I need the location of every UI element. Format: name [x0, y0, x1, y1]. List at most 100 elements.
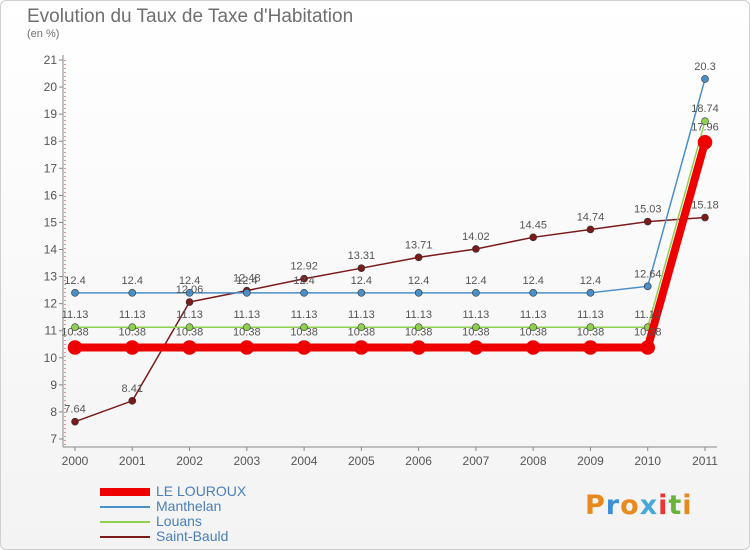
- manthelan-point: [185, 289, 194, 297]
- y-tick-label: 14: [44, 243, 58, 257]
- logo-letter: t: [668, 490, 683, 521]
- manthelan-point: [300, 289, 308, 297]
- x-tick-label: 2010: [634, 454, 661, 468]
- legend-label: Louans: [156, 513, 202, 529]
- louans-line: [75, 120, 706, 328]
- legend: LE LOUROUX Manthelan Louans Saint-Bauld: [100, 484, 246, 544]
- louans-point: [243, 323, 251, 331]
- saint-bauld-data-label: 13.31: [348, 250, 376, 262]
- x-tick-label: 2005: [348, 454, 375, 468]
- x-tick-label: 2007: [463, 454, 490, 468]
- y-tick-label: 21: [44, 53, 58, 67]
- chart-subtitle: (en %): [27, 28, 60, 40]
- louans-point: [529, 323, 537, 331]
- saint-bauld-data-label: 12.92: [290, 261, 318, 273]
- legend-item: Louans: [100, 514, 246, 529]
- louans-data-label: 11.13: [405, 309, 432, 321]
- manthelan-data-label: 12.4: [236, 275, 257, 287]
- y-tick-label: 17: [44, 161, 58, 175]
- louans-data-label: 11.13: [62, 309, 89, 321]
- saint-bauld-point: [472, 245, 480, 253]
- y-tick-label: 16: [44, 188, 58, 202]
- logo-letter: x: [639, 490, 659, 521]
- le-louroux-point: [525, 340, 541, 355]
- saint-bauld-point: [185, 298, 194, 306]
- logo-letter: o: [620, 490, 640, 521]
- manthelan-data-label: 12.4: [522, 275, 543, 287]
- chart-title: Evolution du Taux de Taxe d'Habitation: [27, 6, 354, 27]
- le-louroux-data-label: 10.38: [119, 326, 147, 338]
- manthelan-point: [529, 289, 537, 297]
- x-tick-label: 2000: [62, 454, 89, 468]
- manthelan-data-label: 12.4: [465, 275, 486, 287]
- louans-data-label: 11.13: [577, 309, 604, 321]
- le-louroux-point: [468, 340, 484, 355]
- le-louroux-data-label: 10.38: [61, 326, 89, 338]
- y-tick-label: 18: [44, 134, 58, 148]
- legend-label: Saint-Bauld: [156, 528, 229, 544]
- saint-bauld-point: [529, 233, 537, 242]
- y-tick-label: 8: [50, 405, 57, 419]
- logo-letter: P: [585, 490, 606, 521]
- le-louroux-point: [182, 340, 197, 355]
- y-tick-label: 12: [44, 297, 58, 311]
- le-louroux-data-label: 10.38: [462, 326, 490, 338]
- manthelan-point: [472, 289, 480, 297]
- x-tick-label: 2001: [119, 454, 146, 468]
- louans-data-label: 11.13: [176, 309, 203, 321]
- louans-point: [128, 323, 137, 331]
- saint-bauld-data-label: 14.74: [577, 211, 605, 223]
- y-tick-label: 11: [45, 324, 58, 338]
- saint-bauld-point: [701, 213, 709, 222]
- y-tick-label: 15: [44, 215, 58, 229]
- le-louroux-point: [640, 340, 656, 355]
- logo-letter: r: [605, 490, 621, 521]
- saint-bauld-point: [128, 397, 137, 405]
- manthelan-data-label: 12.4: [351, 275, 372, 287]
- manthelan-point: [71, 289, 79, 297]
- legend-label: Manthelan: [156, 498, 222, 514]
- louans-data-label: 11.13: [233, 309, 260, 321]
- le-louroux-point: [697, 134, 713, 150]
- louans-data-label: 11.13: [119, 309, 146, 321]
- saint-bauld-point: [414, 253, 423, 262]
- saint-bauld-data-label: 14.02: [462, 231, 490, 243]
- le-louroux-data-label: 10.38: [519, 326, 547, 338]
- x-tick-label: 2002: [176, 454, 203, 468]
- y-tick-label: 9: [50, 378, 57, 392]
- legend-swatch: [100, 520, 150, 523]
- logo-letter: i: [682, 490, 693, 521]
- manthelan-data-label: 12.64: [634, 268, 662, 280]
- le-louroux-data-label: 17.96: [691, 121, 719, 133]
- legend-swatch: [100, 505, 150, 508]
- saint-bauld-data-label: 14.45: [519, 219, 547, 231]
- le-louroux-data-label: 10.38: [348, 326, 376, 338]
- le-louroux-point: [239, 340, 255, 355]
- saint-bauld-data-label: 15.18: [691, 200, 719, 212]
- louans-data-label: 18.74: [691, 103, 719, 115]
- manthelan-data-label: 12.4: [408, 275, 429, 287]
- manthelan-point: [701, 75, 709, 83]
- louans-data-label: 11.13: [463, 309, 490, 321]
- logo-letter: i: [658, 490, 669, 521]
- legend-label: LE LOUROUX: [156, 483, 247, 499]
- saint-bauld-data-label: 7.64: [64, 404, 85, 416]
- x-tick-label: 2006: [405, 454, 432, 468]
- proxiti-logo: Proxiti: [585, 490, 693, 521]
- saint-bauld-point: [300, 274, 308, 283]
- saint-bauld-point: [357, 264, 366, 272]
- saint-bauld-point: [71, 417, 79, 426]
- louans-data-label: 11.13: [348, 309, 375, 321]
- manthelan-line: [75, 78, 706, 294]
- le-louroux-point: [411, 340, 426, 355]
- x-tick-label: 2004: [291, 454, 318, 468]
- le-louroux-data-label: 10.38: [405, 326, 433, 338]
- le-louroux-data-label: 10.38: [577, 326, 605, 338]
- louans-point: [300, 323, 308, 331]
- manthelan-point: [414, 289, 423, 297]
- saint-bauld-data-label: 12.48: [233, 273, 261, 285]
- le-louroux-point: [67, 340, 83, 355]
- le-louroux-point: [124, 340, 140, 355]
- y-tick-label: 13: [44, 270, 58, 284]
